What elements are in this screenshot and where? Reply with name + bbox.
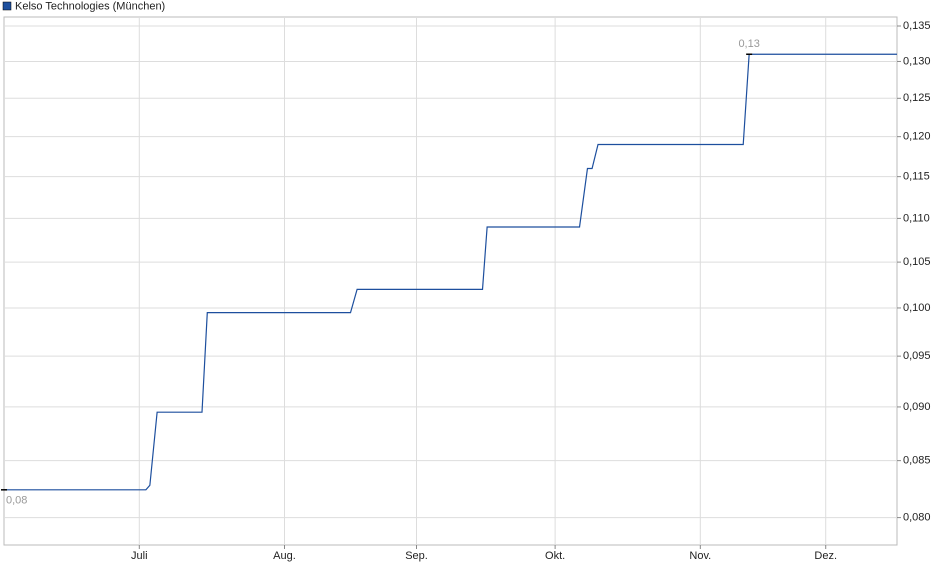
legend-swatch: [2, 1, 12, 11]
x-tick-label: Dez.: [814, 550, 837, 562]
line: [4, 53, 897, 491]
x-tick-label: Juli: [131, 550, 148, 562]
plot-area: [3, 16, 898, 546]
y-tick-label: 0,120: [903, 131, 931, 143]
y-tick-label: 0,085: [903, 455, 931, 467]
y-tick-label: 0,080: [903, 511, 931, 523]
y-tick-label: 0,105: [903, 256, 931, 268]
legend-label: Kelso Technologies (München): [15, 0, 165, 12]
y-tick-label: 0,130: [903, 55, 931, 67]
x-tick-label: Aug.: [273, 550, 296, 562]
x-tick-label: Okt.: [545, 550, 565, 562]
y-tick-label: 0,100: [903, 302, 931, 314]
x-tick-label: Sep.: [405, 550, 428, 562]
y-tick-label: 0,115: [903, 171, 930, 183]
y-tick-label: 0,135: [903, 20, 931, 32]
y-tick-label: 0,090: [903, 401, 931, 413]
y-tick-label: 0,110: [903, 212, 930, 224]
x-tick-label: Nov.: [689, 550, 711, 562]
annotation-label: 0,13: [738, 38, 759, 50]
y-tick-label: 0,095: [903, 350, 931, 362]
annotation-label: 0,08: [6, 495, 27, 507]
y-tick-label: 0,125: [903, 92, 931, 104]
